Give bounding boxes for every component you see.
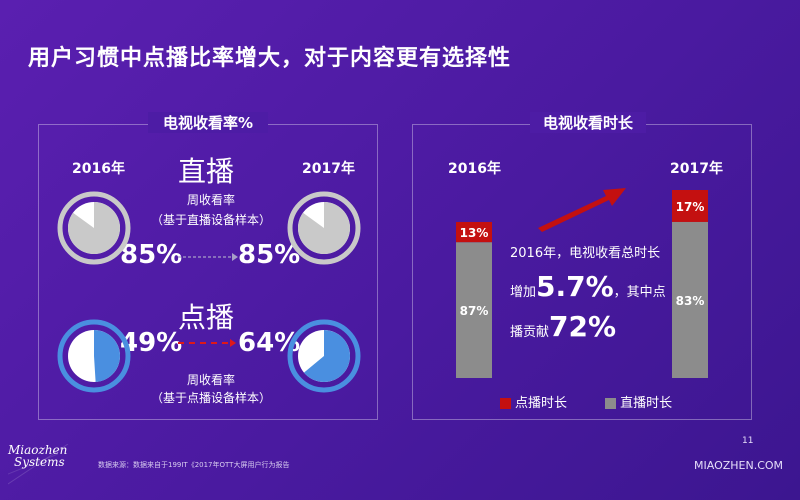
live-mode-label: 直播	[178, 155, 235, 188]
viewing-rate-title: 电视收看率%	[148, 112, 268, 133]
trend-arrow-icon	[538, 188, 626, 232]
page-title: 用户习惯中点播比率增大，对于内容更有选择性	[28, 46, 512, 71]
legend-vod: 点播时长	[500, 396, 567, 411]
bar-label-vod-2017: 17%	[676, 200, 705, 214]
annotation-line1: 2016年，电视收看总时长	[510, 246, 661, 261]
logo-graphic	[8, 444, 69, 485]
live-caption: 周收看率	[186, 193, 235, 207]
legend-vod-label: 点播时长	[515, 396, 568, 411]
logo: Miaozhen Systems	[8, 443, 70, 485]
right-year-2016: 2016年	[448, 161, 501, 177]
pie-slice-live-2016	[68, 202, 121, 254]
annotation-growth: 5.7%	[536, 270, 614, 303]
bar-label-live-2017: 83%	[676, 294, 705, 308]
bar-segment-live-2016	[456, 242, 492, 378]
bar-segment-vod-2016	[456, 222, 492, 243]
legend: 点播时长 直播时长	[500, 392, 672, 411]
annotation-line3-pre: 播贡献	[510, 325, 550, 340]
pie-slice-vod-2017	[303, 330, 350, 383]
legend-vod-swatch	[500, 398, 511, 409]
bar-label-vod-2016: 13%	[460, 226, 489, 240]
vod-mode-label: 点播	[178, 301, 235, 334]
annotation-line2-post: ，其中点	[613, 285, 666, 300]
viewing-time-title: 电视收看时长	[530, 112, 646, 133]
bar-segment-live-2017	[672, 221, 708, 378]
live-caption-2: （基于直播设备样本）	[150, 213, 271, 227]
source-note: 数据来源：数据来自于199IT《2017年OTT大屏用户行为报告	[98, 461, 290, 469]
vod-caption: 周收看率	[186, 373, 235, 387]
gauge-ring-vod-2016	[57, 319, 131, 393]
pie-slice-live-2017	[298, 202, 350, 255]
page-number: 11	[742, 436, 754, 446]
live-2017-value: 85%	[238, 240, 301, 270]
annotation-line3: 播贡献72%	[510, 310, 680, 350]
legend-live-label: 直播时长	[620, 396, 673, 411]
right-year-2017: 2017年	[670, 161, 723, 177]
annotation-line2-pre: 增加	[510, 285, 537, 300]
live-arrowhead	[232, 253, 238, 261]
gauge-ring-live-2017	[287, 191, 361, 265]
vod-caption-2: （基于点播设备样本）	[150, 391, 271, 405]
left-year-2016: 2016年	[72, 161, 125, 177]
bar-label-live-2016: 87%	[460, 304, 489, 318]
gauge-ring-vod-2017	[287, 319, 361, 393]
vod-arrowhead	[230, 339, 236, 347]
legend-live-swatch	[605, 398, 617, 409]
gauge-ring-live-2016	[57, 191, 131, 265]
live-2016-value: 85%	[120, 240, 183, 270]
annotation-line2: 增加5.7%，其中点	[510, 270, 680, 310]
bar-segment-vod-2017	[672, 190, 708, 222]
left-year-2017: 2017年	[302, 161, 355, 177]
logo-line1: Miaozhen	[8, 443, 68, 457]
annotation-text: 2016年，电视收看总时长 增加5.7%，其中点 播贡献72%	[510, 238, 680, 350]
brand-url: MIAOZHEN.COM	[694, 459, 784, 472]
logo-line2: Systems	[14, 455, 65, 469]
annotation-contribution: 72%	[549, 310, 617, 343]
legend-live: 直播时长	[605, 396, 672, 411]
pie-slice-vod-2016	[94, 330, 121, 382]
